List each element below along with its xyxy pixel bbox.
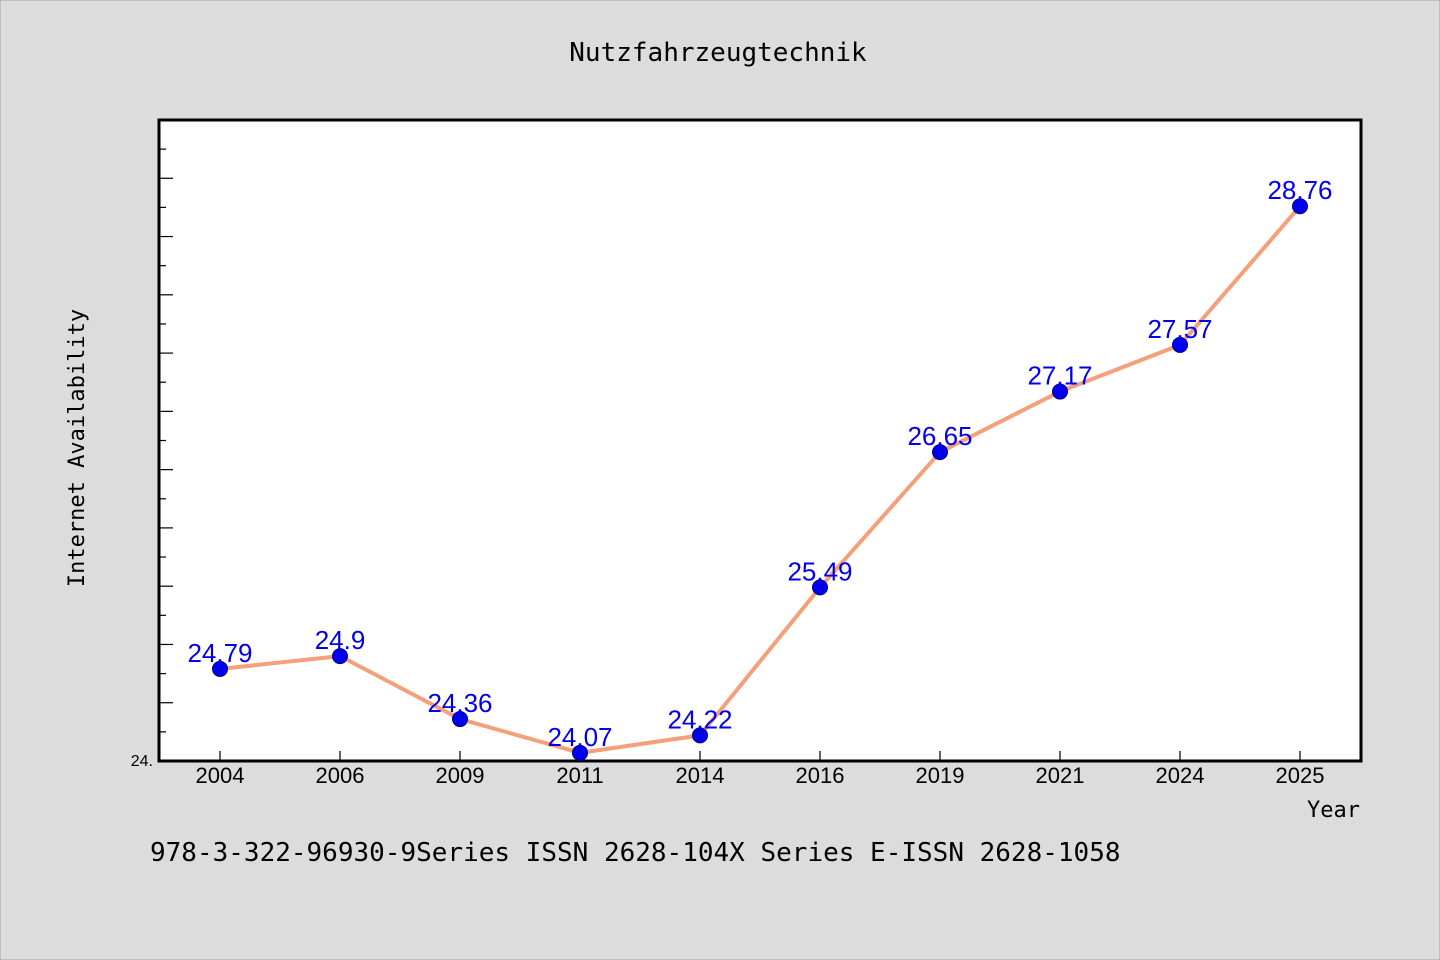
- chart-title: Nutzfahrzeugtechnik: [569, 38, 867, 68]
- data-point: [932, 444, 948, 461]
- data-point: [1052, 383, 1068, 400]
- x-tick-label: 2025: [1276, 763, 1325, 788]
- data-label: 27.17: [1027, 361, 1092, 391]
- data-label: 24.79: [187, 638, 252, 668]
- data-label: 28.76: [1267, 175, 1332, 205]
- data-label: 24.9: [315, 625, 366, 655]
- y-axis-ticks: [159, 148, 173, 762]
- x-tick-label: 2024: [1156, 763, 1205, 788]
- x-tick-label: 2009: [436, 763, 485, 788]
- x-tick-label: 2004: [196, 763, 245, 788]
- data-point: [1292, 198, 1308, 215]
- x-tick-label: 2006: [316, 763, 365, 788]
- series-group: 24.79 24.9 24.36 24.07 24.22 25.49 26.65 27.17 2…: [187, 175, 1333, 761]
- x-axis-ticks: 2004 2006 2009 2011 2014 2016 2019 2021 2024 2025: [196, 751, 1325, 788]
- x-tick-label: 2016: [796, 763, 845, 788]
- data-label: 26.65: [907, 421, 972, 451]
- data-point: [1172, 336, 1188, 353]
- series-line: [219, 204, 1302, 755]
- data-point: [692, 727, 708, 744]
- data-label: 24.36: [427, 688, 492, 718]
- footer-text: 978-3-322-96930-9Series ISSN 2628-104X S…: [150, 838, 1121, 868]
- x-tick-label: 2019: [916, 763, 965, 788]
- data-point: [812, 579, 828, 596]
- data-label: 27.57: [1147, 314, 1212, 344]
- data-label: 24.22: [667, 704, 732, 734]
- x-tick-label: 2014: [676, 763, 725, 788]
- data-point: [572, 744, 588, 761]
- data-label: 25.49: [787, 556, 852, 586]
- x-axis-label: Year: [1307, 798, 1360, 823]
- data-point: [212, 660, 228, 677]
- x-tick-label: 2011: [556, 763, 603, 788]
- data-point: [452, 711, 468, 728]
- x-tick-label: 2021: [1036, 763, 1085, 788]
- plot-area: [157, 118, 1363, 763]
- data-point: [332, 648, 348, 665]
- y-axis-label: Internet Availability: [65, 309, 90, 587]
- y-axis-min-label: 24.: [131, 753, 153, 770]
- data-label: 24.07: [547, 722, 612, 752]
